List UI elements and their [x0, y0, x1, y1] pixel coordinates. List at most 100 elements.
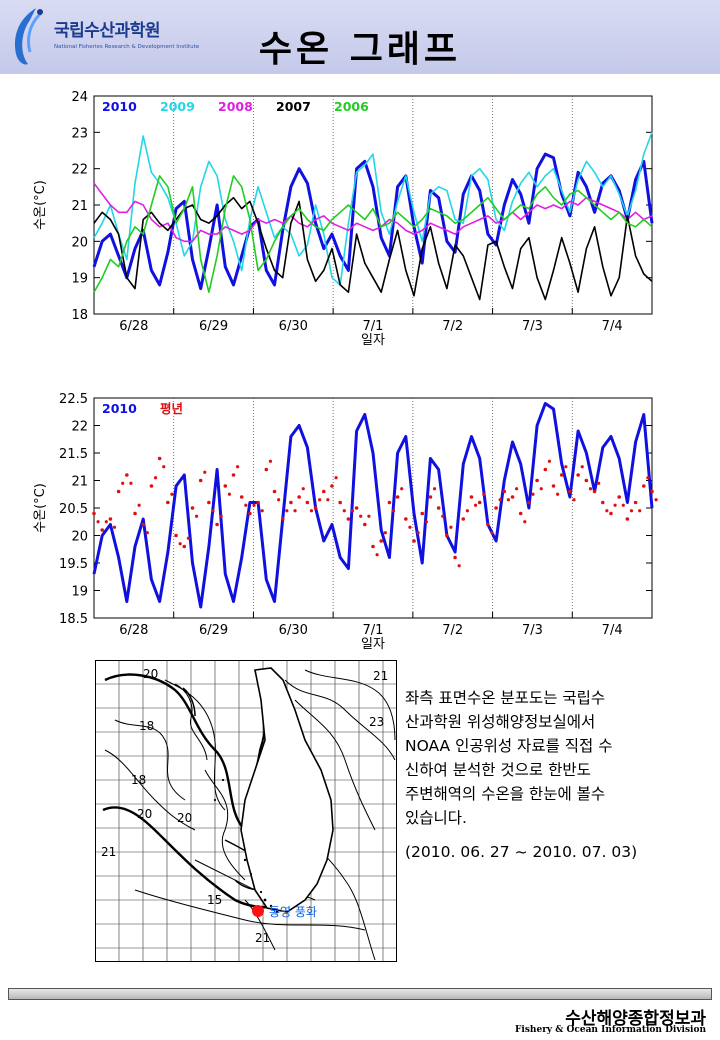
normal-point	[116, 489, 121, 494]
normal-point	[321, 489, 326, 494]
normal-point	[387, 500, 392, 505]
normal-point	[215, 522, 219, 527]
map-contour-label: 20	[177, 811, 192, 825]
normal-point	[166, 500, 170, 505]
plot-frame	[93, 397, 653, 619]
normal-point	[350, 509, 355, 513]
normal-point	[92, 511, 96, 516]
x-tick-label: 7/4	[602, 319, 623, 334]
legend-entry: 2010	[102, 401, 137, 416]
normal-point	[457, 564, 461, 568]
x-tick-label: 7/4	[602, 623, 623, 638]
normal-point	[547, 459, 552, 463]
normal-point	[359, 514, 363, 518]
temperature-chart-normal: 18.5 19 19.5 20 20.5 21 21.5 22 22.5 6/28 6/29 6/30…	[33, 392, 658, 652]
normal-point	[473, 503, 478, 507]
normal-point	[527, 500, 531, 505]
normal-point	[449, 525, 453, 529]
normal-point	[367, 514, 371, 518]
normal-point	[400, 487, 404, 491]
normal-point	[260, 509, 264, 513]
normal-point	[133, 511, 137, 516]
normal-point	[207, 500, 211, 505]
normal-point	[272, 489, 277, 494]
y-tick-label: 24	[71, 90, 88, 105]
normal-point	[592, 489, 597, 494]
normal-point	[129, 481, 133, 485]
normal-point	[239, 495, 244, 499]
legend-entry: 평년	[160, 401, 183, 416]
normal-point	[482, 492, 486, 496]
x-tick-label: 6/30	[279, 623, 308, 638]
normal-point	[490, 531, 494, 535]
normal-point	[252, 503, 256, 507]
normal-point	[108, 517, 113, 521]
map-description: 좌측 표면수온 분포도는 국립수 산과학원 위성해양정보실에서 NOAA 인공위…	[405, 689, 613, 827]
map-contour-label: 20	[137, 807, 152, 821]
series-line-2007	[93, 196, 653, 301]
normal-point	[112, 525, 117, 529]
normal-point	[309, 509, 314, 513]
normal-point	[190, 506, 195, 510]
normal-point	[543, 467, 548, 472]
normal-point	[650, 489, 654, 494]
normal-point	[289, 500, 293, 505]
normal-point	[580, 465, 584, 469]
normal-point	[638, 509, 642, 513]
normal-point	[383, 531, 387, 535]
normal-point	[342, 509, 346, 513]
normal-point	[182, 544, 187, 549]
x-tick-label: 7/1	[363, 623, 384, 638]
normal-point	[379, 539, 384, 543]
normal-point	[559, 473, 564, 477]
y-tick-label: 19	[71, 585, 88, 600]
x-tick-label: 6/28	[119, 319, 148, 334]
normal-point	[416, 531, 420, 535]
normal-point	[465, 509, 469, 513]
normal-point	[280, 517, 285, 521]
org-logo	[6, 4, 196, 68]
station-marker	[252, 905, 264, 917]
normal-point	[104, 520, 108, 524]
legend-entry: 2009	[160, 99, 195, 114]
normal-point	[391, 509, 396, 513]
y-tick-label: 21	[71, 475, 88, 490]
normal-point	[227, 492, 231, 496]
normal-point	[502, 489, 507, 494]
x-tick-label: 6/30	[279, 319, 308, 334]
normal-point	[535, 478, 539, 483]
normal-point	[236, 465, 240, 469]
normal-point	[170, 492, 174, 496]
station-label: 통영 풍화	[269, 905, 317, 919]
normal-point	[153, 476, 158, 480]
map-contour-label: 21	[101, 845, 116, 859]
normal-point	[424, 520, 428, 524]
normal-point	[186, 536, 190, 540]
normal-point	[584, 478, 589, 483]
legend-entry: 2006	[334, 99, 369, 114]
y-tick-label: 18	[71, 308, 88, 323]
normal-point	[432, 487, 437, 491]
normal-point	[629, 509, 634, 513]
sea-surface-temperature-map: 20 21 23 18 18 20 20 21 21 15 통영 풍화	[95, 660, 397, 962]
normal-point	[395, 495, 400, 499]
header-banner: 국립수산과학원 National Fisheries Research & De…	[0, 0, 720, 74]
normal-point	[441, 514, 445, 518]
normal-point	[576, 473, 580, 477]
normal-point	[96, 520, 100, 524]
x-tick-label: 7/2	[442, 623, 463, 638]
normal-point	[568, 489, 572, 494]
normal-point	[436, 506, 441, 510]
normal-point	[371, 544, 375, 549]
date-range: (2010. 06. 27 ~ 2010. 07. 03)	[405, 843, 638, 861]
x-axis-label: 일자	[361, 333, 385, 348]
normal-point	[469, 495, 474, 499]
footer-division-en: Fishery & Ocean Information Division	[515, 1025, 706, 1035]
map-contour-label: 18	[139, 719, 154, 733]
map-contour-label: 20	[143, 667, 158, 681]
normal-point	[654, 498, 658, 502]
normal-point	[293, 509, 297, 513]
page-title: 수온 그래프	[258, 29, 462, 70]
normal-point	[256, 500, 260, 505]
normal-point	[506, 498, 510, 502]
